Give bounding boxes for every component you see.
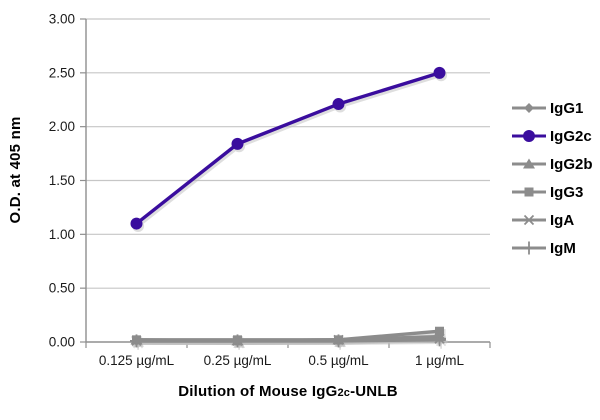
svg-text:0.50: 0.50 <box>49 281 75 296</box>
legend-item-IgG1: IgG1 <box>511 94 599 122</box>
svg-text:2.00: 2.00 <box>49 119 75 134</box>
legend-item-IgA: IgA <box>511 206 599 234</box>
x-title-prefix: Dilution of Mouse IgG <box>178 383 338 400</box>
circle-marker-icon <box>512 130 546 142</box>
legend-label: IgG1 <box>550 99 584 117</box>
svg-text:2.50: 2.50 <box>49 65 75 80</box>
legend-label: IgG2b <box>550 155 593 173</box>
svg-text:0.5 µg/mL: 0.5 µg/mL <box>308 353 369 368</box>
svg-text:1.00: 1.00 <box>49 227 75 242</box>
diamond-marker-icon <box>512 103 546 113</box>
series-IgG2c <box>130 66 446 230</box>
legend-item-IgM: IgM <box>511 234 599 262</box>
legend-label: IgM <box>550 239 576 257</box>
svg-text:1.50: 1.50 <box>49 173 75 188</box>
legend-item-IgG2c: IgG2c <box>511 122 599 150</box>
series-IgM <box>130 333 446 348</box>
legend-item-IgG3: IgG3 <box>511 178 599 206</box>
star-marker-icon <box>512 214 546 226</box>
plus-marker-icon <box>512 241 546 255</box>
legend: IgG1 IgG2c IgG2b IgG3 IgA IgM <box>511 94 599 262</box>
svg-text:3.00: 3.00 <box>49 12 75 27</box>
y-axis-title: O.D. at 405 nm <box>7 90 27 250</box>
x-title-subscript: 2c <box>337 387 351 399</box>
square-marker-icon <box>512 187 546 197</box>
x-axis-title: Dilution of Mouse IgG2c-UNLB <box>86 383 490 400</box>
triangle-marker-icon <box>512 158 546 169</box>
svg-text:1 µg/mL: 1 µg/mL <box>415 353 465 368</box>
svg-text:0.00: 0.00 <box>49 335 75 350</box>
legend-label: IgG2c <box>550 127 592 145</box>
svg-text:0.125 µg/mL: 0.125 µg/mL <box>99 353 175 368</box>
legend-item-IgG2b: IgG2b <box>511 150 599 178</box>
legend-label: IgG3 <box>550 183 584 201</box>
svg-text:0.25 µg/mL: 0.25 µg/mL <box>204 353 272 368</box>
x-title-suffix: -UNLB <box>350 383 398 400</box>
y-axis-title-text: O.D. at 405 nm <box>7 116 24 224</box>
legend-label: IgA <box>550 211 575 229</box>
